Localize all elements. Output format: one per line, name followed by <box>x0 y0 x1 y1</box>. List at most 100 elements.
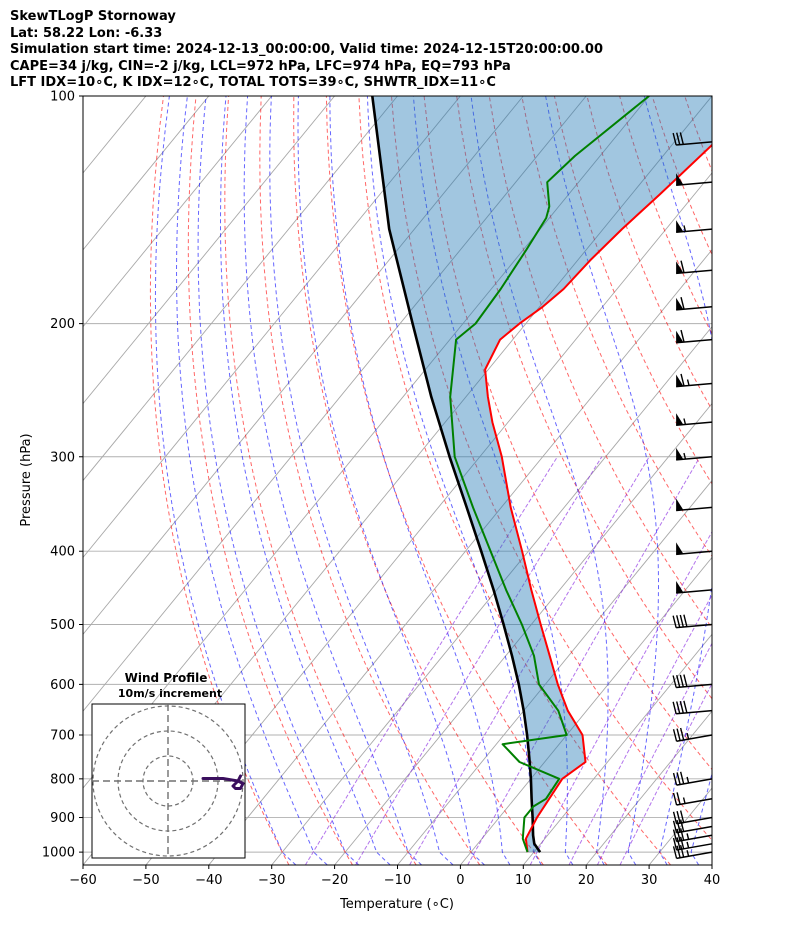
wind-barb-staff <box>676 843 713 851</box>
wind-barb-half <box>686 833 690 840</box>
wind-barb-full <box>676 810 681 824</box>
wind-barb-staff <box>676 778 713 786</box>
dewpoint-profile-line <box>449 96 650 853</box>
dry-adiabat <box>521 96 712 558</box>
dry-adiabat <box>651 96 712 256</box>
time-line: Simulation start time: 2024-12-13_00:00:… <box>10 42 603 57</box>
chart-header: SkewTLogP Stornoway Lat: 58.22 Lon: -6.3… <box>10 9 603 92</box>
x-tick-label: −30 <box>258 873 285 888</box>
isotherm-gridline <box>83 96 210 251</box>
x-tick-label: 10 <box>515 873 532 888</box>
mixing-ratio-line <box>467 456 701 865</box>
wind-barb-flag <box>676 581 684 594</box>
dry-adiabat <box>456 96 712 700</box>
isotherm-gridline <box>83 96 524 636</box>
x-tick-label: −20 <box>321 873 348 888</box>
wind-barb-full <box>672 820 678 833</box>
isotherm-gridline <box>83 96 273 328</box>
mixing-ratio-line <box>596 642 712 865</box>
wind-barb-full <box>679 771 685 785</box>
wind-barb-full <box>676 837 681 850</box>
y-tick-label: 400 <box>50 545 75 560</box>
wind-barb <box>672 836 713 851</box>
wind-barb-half <box>682 797 686 804</box>
wind-barb-staff <box>676 734 713 742</box>
wind-barb-full <box>679 701 684 714</box>
x-tick-label: 0 <box>456 873 464 888</box>
wind-barb <box>672 844 713 860</box>
wind-barb-half <box>683 452 687 460</box>
wind-barb-flag <box>676 447 684 460</box>
wind-barb-flag <box>676 498 684 511</box>
wind-barb-full <box>683 674 688 687</box>
x-tick-label: 40 <box>704 873 721 888</box>
wind-barb-half <box>686 776 690 784</box>
isotherm-gridline <box>460 556 712 865</box>
wind-barb-full <box>679 674 684 688</box>
temperature-profile-line <box>484 143 712 853</box>
wind-barb <box>676 542 713 556</box>
wind-barb-full <box>676 728 681 741</box>
wind-barb-full <box>672 132 677 146</box>
wind-barb-full <box>672 792 678 806</box>
isotherm-gridline <box>208 249 712 865</box>
wind-barb-full <box>672 675 677 688</box>
wind-barb-full <box>672 837 678 851</box>
wind-barb <box>676 260 713 275</box>
dry-adiabat <box>149 96 290 865</box>
dry-adiabat <box>259 96 481 865</box>
wind-barb-full <box>679 819 685 832</box>
x-axis-label: Temperature (∘C) <box>339 897 454 912</box>
wind-barb-flag <box>676 261 684 274</box>
wind-barb-full <box>672 829 678 842</box>
wind-barb-full <box>676 701 681 714</box>
isotherm-gridline <box>522 633 712 865</box>
wind-barb-full <box>680 260 685 273</box>
wind-barb-full <box>672 811 678 824</box>
wind-barb-staff <box>676 851 713 860</box>
wind-barb <box>672 819 713 834</box>
wind-barb <box>676 220 713 234</box>
wind-barb-staff <box>676 550 713 556</box>
wind-barb-staff <box>676 709 713 715</box>
y-tick-label: 1000 <box>42 846 75 861</box>
wind-barb-flag <box>676 542 684 555</box>
wind-barb <box>676 498 713 512</box>
dry-adiabat <box>750 96 794 865</box>
plot-area <box>83 96 794 865</box>
wind-barb-full <box>683 700 688 714</box>
wind-barb-full <box>676 772 681 785</box>
x-tick-label: −60 <box>69 873 96 888</box>
isotherm-gridline <box>271 325 712 865</box>
indices-line-2: LFT IDX=10∘C, K IDX=12∘C, TOTAL TOTS=39∘… <box>10 75 496 90</box>
wind-barb-staff <box>676 825 713 834</box>
isotherm-gridline <box>83 96 84 97</box>
wind-barb-full <box>672 846 678 859</box>
wind-barb-full <box>672 729 678 742</box>
wind-barb <box>672 810 713 825</box>
wind-barb-full <box>676 819 681 833</box>
wind-barb-full <box>680 297 685 310</box>
wind-barb <box>676 581 713 594</box>
wind-barb <box>672 727 713 742</box>
x-tick-label: 20 <box>578 873 595 888</box>
isotherm-gridline <box>145 172 712 865</box>
wind-barb-full <box>676 675 681 688</box>
hodograph-plot <box>92 704 245 858</box>
x-tick-label: −50 <box>132 873 159 888</box>
wind-barb-full <box>679 836 685 849</box>
parcel-profile-line <box>371 96 542 853</box>
wind-barb-full <box>676 845 681 858</box>
wind-barb-staff <box>676 623 713 629</box>
wind-barb-staff <box>676 141 713 146</box>
moist-adiabat <box>470 96 609 865</box>
hodograph <box>91 703 246 859</box>
dry-adiabat <box>717 96 794 865</box>
isotherm-gridline <box>83 96 461 559</box>
dry-adiabat <box>391 96 712 841</box>
wind-barb-staff <box>676 798 713 806</box>
y-tick-label: 200 <box>50 317 75 332</box>
isotherm-gridline <box>334 402 712 865</box>
mixing-ratio-line <box>529 530 712 865</box>
wind-barb-full <box>683 614 688 627</box>
